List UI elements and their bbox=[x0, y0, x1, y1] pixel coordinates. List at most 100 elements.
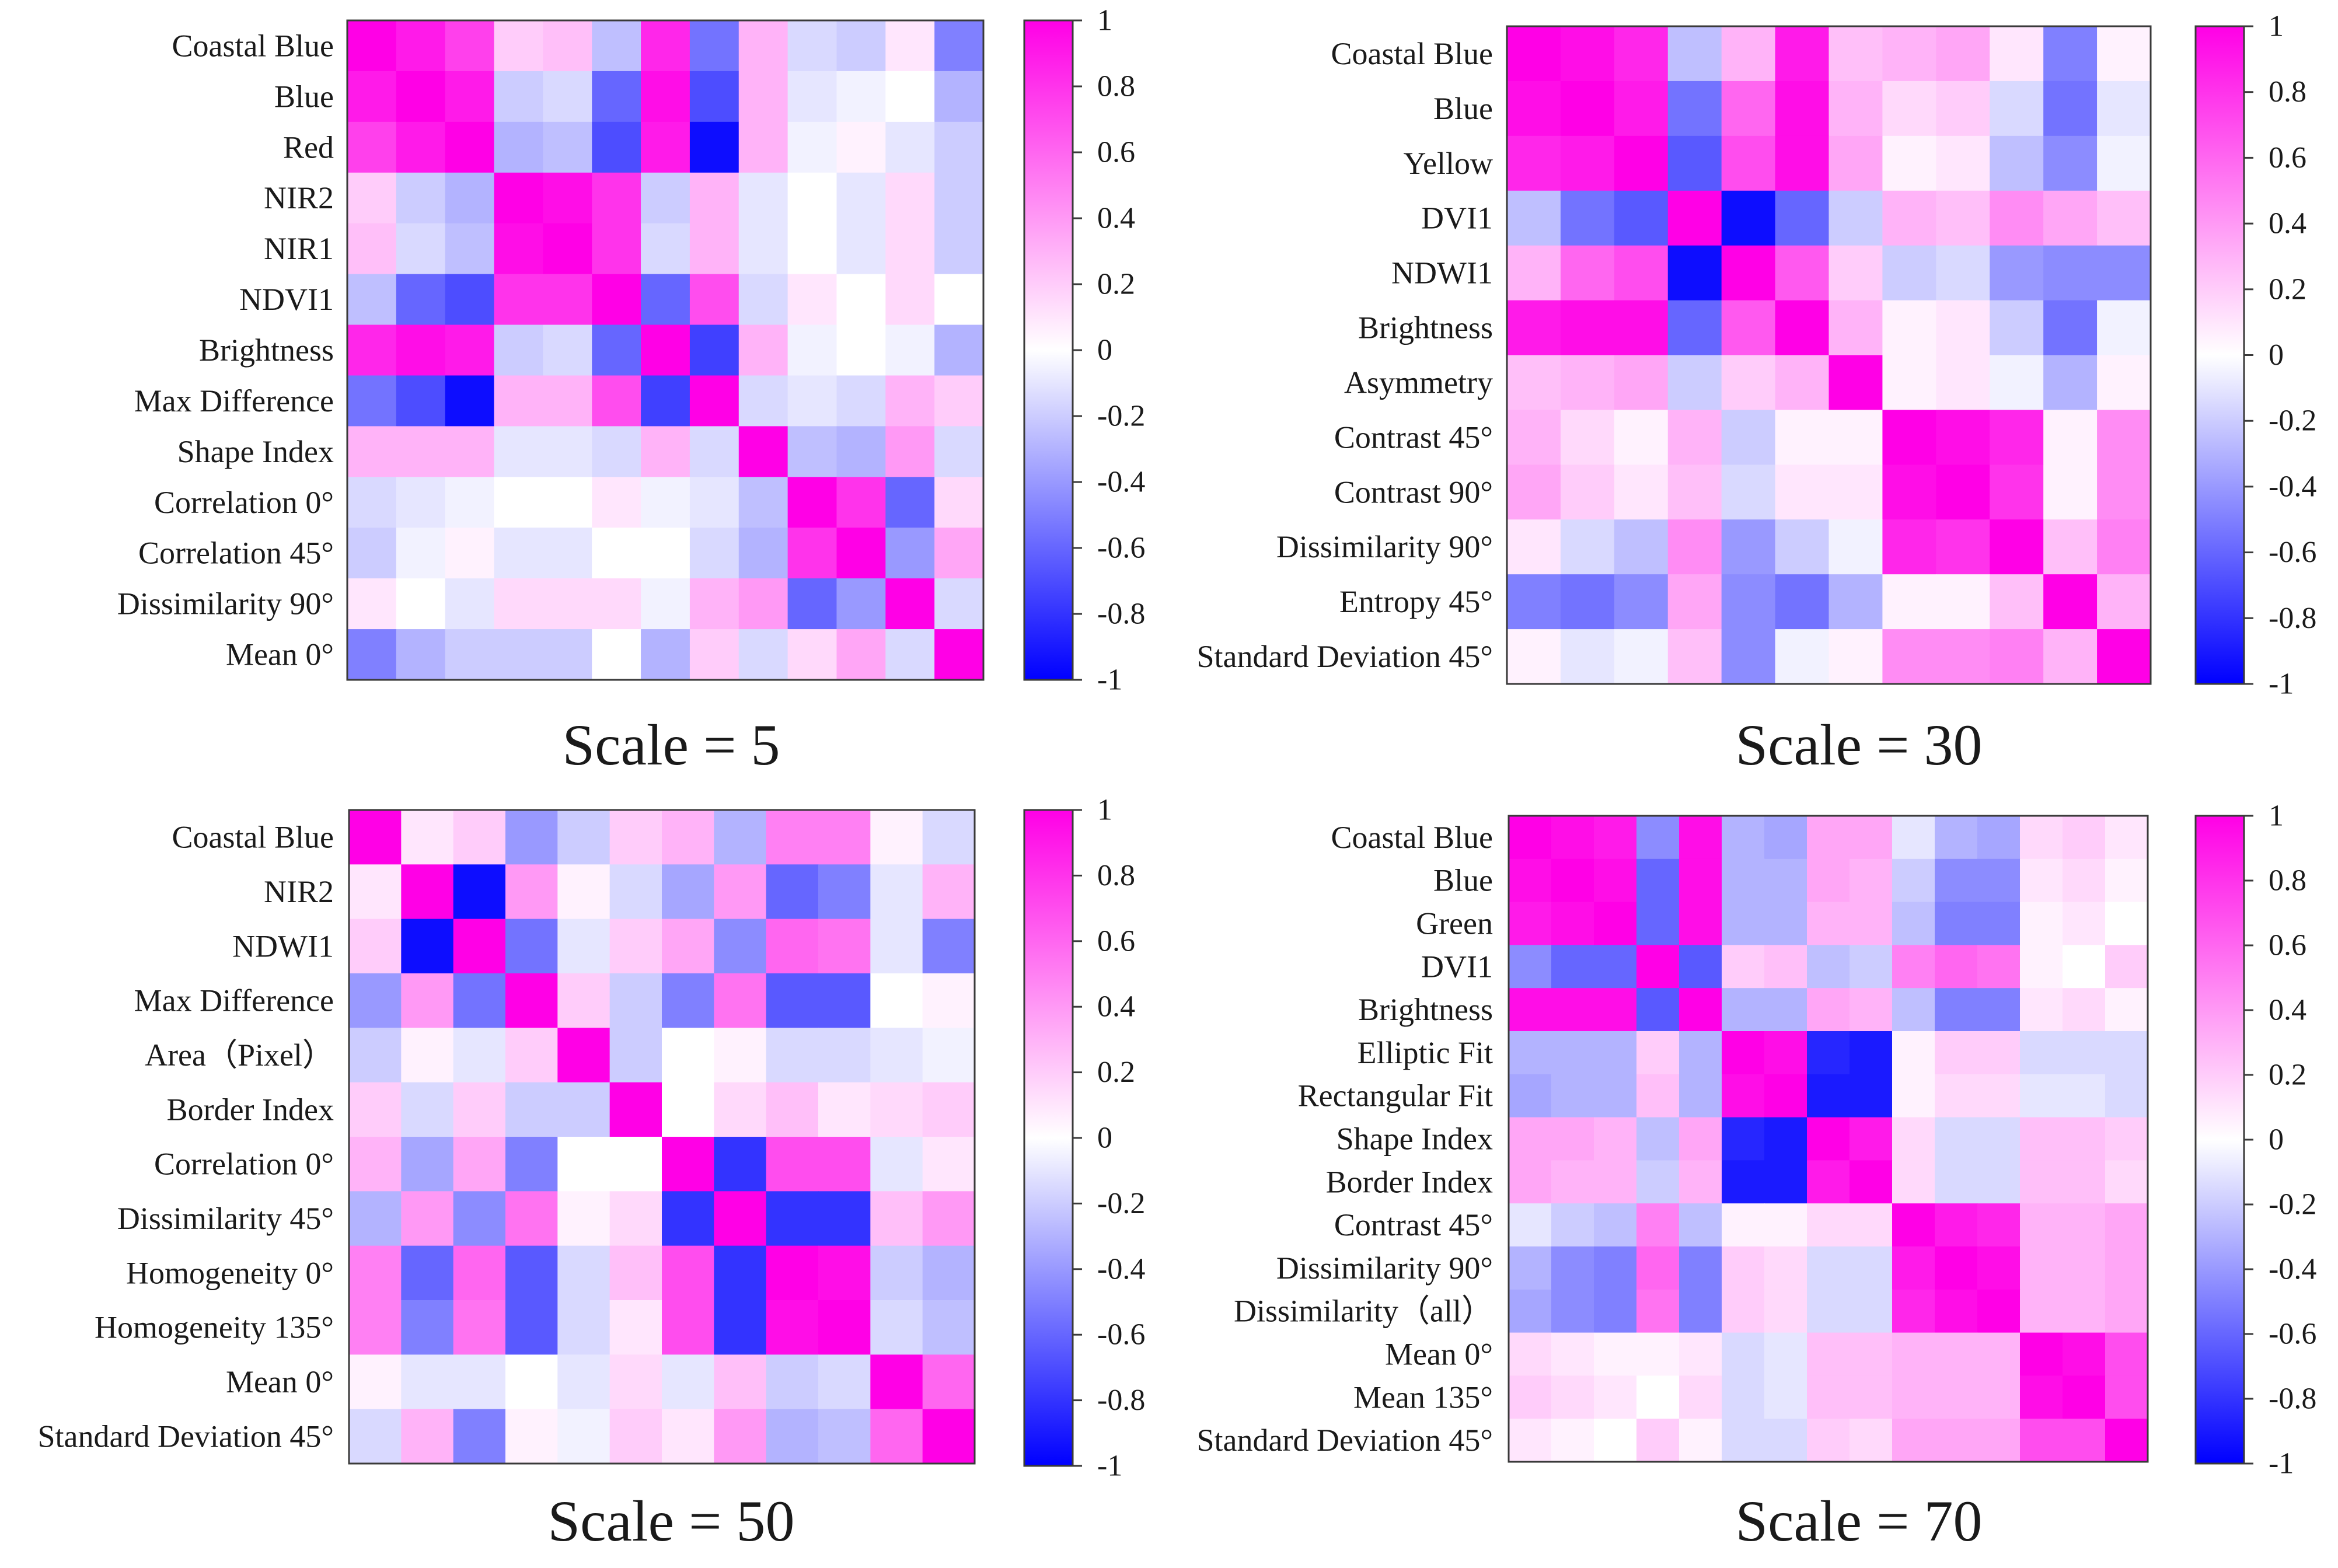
heatmap-cell bbox=[2043, 135, 2098, 191]
heatmap-cell bbox=[1936, 190, 1990, 246]
heatmap-cell bbox=[662, 1028, 714, 1083]
heatmap-cell bbox=[2097, 574, 2151, 630]
heatmap-cell bbox=[543, 426, 592, 477]
heatmap-cell bbox=[1990, 26, 2044, 82]
row-label: Standard Deviation 45° bbox=[1197, 1423, 1493, 1458]
row-label: Border Index bbox=[167, 1092, 334, 1127]
heatmap-cell bbox=[934, 426, 984, 477]
heatmap-cell bbox=[494, 578, 543, 630]
heatmap-cell bbox=[922, 864, 975, 920]
heatmap-cell bbox=[818, 1300, 871, 1355]
heatmap-cell bbox=[738, 20, 788, 72]
heatmap-cell bbox=[1560, 300, 1615, 356]
row-label: Blue bbox=[1433, 91, 1493, 126]
heatmap-cell bbox=[2020, 1332, 2063, 1376]
heatmap-cell bbox=[1551, 858, 1594, 903]
heatmap-cell bbox=[1828, 574, 1883, 630]
heatmap-cell bbox=[2063, 1375, 2106, 1419]
heatmap-cell bbox=[1509, 816, 1552, 860]
row-label: Blue bbox=[1433, 863, 1493, 898]
heatmap-cell bbox=[1614, 355, 1669, 411]
heatmap-cell bbox=[609, 1245, 662, 1301]
heatmap-cell bbox=[1977, 1289, 2021, 1333]
colorbar-tick-label: 0.4 bbox=[2269, 207, 2306, 240]
colorbar-tick-label: -0.4 bbox=[2269, 1253, 2316, 1286]
heatmap-cell bbox=[2063, 988, 2106, 1032]
heatmap-cell bbox=[922, 1354, 975, 1410]
heatmap-cell bbox=[1636, 988, 1680, 1032]
heatmap-cell bbox=[1509, 988, 1552, 1032]
heatmap-cell bbox=[641, 629, 690, 680]
heatmap-cell bbox=[766, 1028, 819, 1083]
heatmap-cell bbox=[1551, 1203, 1594, 1247]
heatmap-cell bbox=[1892, 1160, 1935, 1204]
heatmap-cell bbox=[401, 1354, 454, 1410]
heatmap-cell bbox=[494, 629, 543, 680]
heatmap-cell bbox=[662, 1245, 714, 1301]
row-label: Homogeneity 0° bbox=[126, 1255, 334, 1290]
heatmap-cell bbox=[453, 1300, 506, 1355]
colorbar-tick-label: 0.8 bbox=[1097, 70, 1135, 103]
heatmap-cell bbox=[349, 1082, 402, 1137]
heatmap-cell bbox=[1721, 355, 1776, 411]
heatmap-cell bbox=[1990, 300, 2044, 356]
heatmap-cell bbox=[557, 1409, 610, 1464]
heatmap-cell bbox=[1936, 300, 1990, 356]
heatmap-cell bbox=[349, 973, 402, 1028]
heatmap-cell bbox=[1722, 858, 1765, 903]
heatmap-cell bbox=[836, 121, 886, 173]
heatmap-cell bbox=[1935, 1289, 1978, 1333]
row-label: Coastal Blue bbox=[1331, 820, 1493, 855]
heatmap-cell bbox=[714, 864, 767, 920]
heatmap-cell bbox=[689, 71, 739, 123]
heatmap-cell bbox=[870, 973, 923, 1028]
heatmap-cell bbox=[1892, 858, 1935, 903]
heatmap-cell bbox=[934, 578, 984, 630]
heatmap-cell bbox=[1614, 245, 1669, 301]
row-label: NIR2 bbox=[264, 874, 334, 909]
heatmap-cell bbox=[818, 919, 871, 974]
heatmap-cell bbox=[2063, 1246, 2106, 1290]
heatmap-cell bbox=[836, 223, 886, 275]
heatmap-cell bbox=[1828, 81, 1883, 137]
heatmap-cell bbox=[1679, 1160, 1722, 1204]
heatmap-cell bbox=[836, 324, 886, 376]
heatmap-cell bbox=[1679, 816, 1722, 860]
colorbar-tick-label: -0.4 bbox=[1097, 466, 1145, 499]
heatmap-cell bbox=[1722, 1332, 1765, 1376]
heatmap-cell bbox=[494, 528, 543, 579]
heatmap-cell bbox=[401, 810, 454, 865]
heatmap-cell bbox=[347, 578, 397, 630]
panel-title: Scale = 30 bbox=[1736, 713, 1983, 777]
heatmap-cell bbox=[401, 973, 454, 1028]
row-label: Coastal Blue bbox=[172, 820, 334, 855]
heatmap-cell bbox=[1722, 902, 1765, 945]
heatmap-cell bbox=[870, 1245, 923, 1301]
heatmap-cell bbox=[1594, 988, 1637, 1032]
heatmap-cell bbox=[1892, 1419, 1935, 1462]
heatmap-cell bbox=[2097, 629, 2151, 685]
heatmap-cell bbox=[1850, 945, 1893, 989]
heatmap-cell bbox=[1722, 1375, 1765, 1419]
heatmap-cell bbox=[401, 1137, 454, 1192]
heatmap-cell bbox=[1722, 1246, 1765, 1290]
heatmap-cell bbox=[689, 274, 739, 326]
heatmap-cell bbox=[592, 274, 641, 326]
heatmap-cell bbox=[662, 919, 714, 974]
heatmap-cell bbox=[1551, 1419, 1594, 1462]
heatmap-cell bbox=[2097, 465, 2151, 520]
heatmap-cell bbox=[787, 20, 838, 72]
heatmap-cell bbox=[1560, 574, 1615, 630]
heatmap-cell bbox=[1935, 858, 1978, 903]
heatmap-cell bbox=[922, 1409, 975, 1464]
heatmap-cell bbox=[1764, 816, 1807, 860]
heatmap-cell bbox=[1551, 1160, 1594, 1204]
heatmap-cell bbox=[1764, 1332, 1807, 1376]
colorbar-tick-label: 0.4 bbox=[2269, 994, 2306, 1027]
heatmap-cell bbox=[1679, 1117, 1722, 1161]
heatmap-cell bbox=[1990, 81, 2044, 137]
heatmap-cell bbox=[885, 71, 935, 123]
heatmap-cell bbox=[505, 1354, 558, 1410]
heatmap-cell bbox=[1509, 1246, 1552, 1290]
heatmap-cell bbox=[1614, 629, 1669, 685]
